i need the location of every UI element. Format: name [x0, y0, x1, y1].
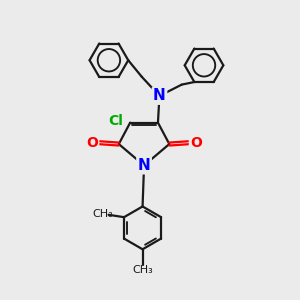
Text: N: N	[138, 158, 150, 173]
Text: Cl: Cl	[108, 114, 123, 128]
Text: O: O	[190, 136, 202, 150]
Text: O: O	[86, 136, 98, 150]
Text: CH₃: CH₃	[93, 209, 114, 219]
Text: N: N	[153, 88, 166, 104]
Text: CH₃: CH₃	[132, 265, 153, 275]
